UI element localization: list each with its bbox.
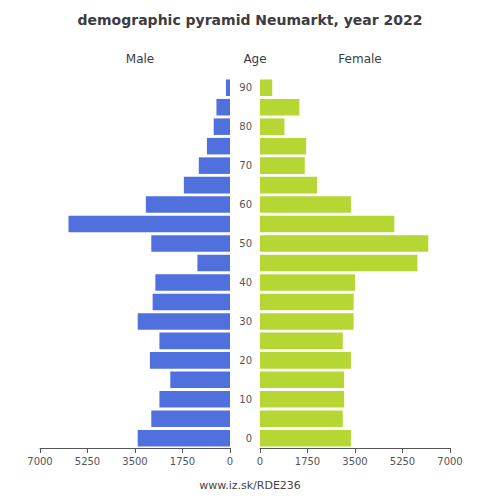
svg-text:Female: Female bbox=[338, 52, 381, 66]
svg-text:7000: 7000 bbox=[27, 456, 52, 467]
svg-text:50: 50 bbox=[239, 238, 252, 249]
svg-text:7000: 7000 bbox=[437, 456, 462, 467]
svg-text:70: 70 bbox=[239, 160, 252, 171]
svg-text:www.iz.sk/RDE236: www.iz.sk/RDE236 bbox=[199, 479, 301, 492]
svg-text:10: 10 bbox=[239, 394, 252, 405]
svg-text:20: 20 bbox=[239, 355, 252, 366]
svg-text:demographic pyramid Neumarkt,: demographic pyramid Neumarkt, year 2022 bbox=[78, 12, 423, 28]
svg-text:0: 0 bbox=[246, 433, 252, 444]
svg-text:40: 40 bbox=[239, 277, 252, 288]
svg-text:80: 80 bbox=[239, 121, 252, 132]
svg-text:60: 60 bbox=[239, 199, 252, 210]
svg-text:0: 0 bbox=[227, 456, 233, 467]
svg-text:3500: 3500 bbox=[122, 456, 147, 467]
svg-text:90: 90 bbox=[239, 82, 252, 93]
svg-text:Male: Male bbox=[126, 52, 154, 66]
svg-text:3500: 3500 bbox=[342, 456, 367, 467]
svg-text:Age: Age bbox=[243, 52, 266, 66]
svg-text:0: 0 bbox=[257, 456, 263, 467]
svg-text:5250: 5250 bbox=[390, 456, 415, 467]
svg-text:30: 30 bbox=[239, 316, 252, 327]
svg-text:1750: 1750 bbox=[170, 456, 195, 467]
svg-text:5250: 5250 bbox=[75, 456, 100, 467]
svg-text:1750: 1750 bbox=[295, 456, 320, 467]
